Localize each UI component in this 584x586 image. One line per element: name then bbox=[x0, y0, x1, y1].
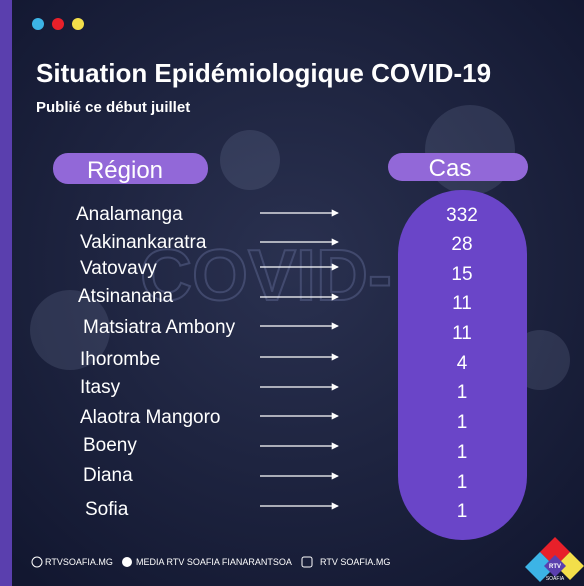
region-name: Alaotra Mangoro bbox=[80, 407, 220, 428]
region-name: Atsinanana bbox=[78, 286, 174, 307]
footer-link: RTV SOAFIA.MG bbox=[320, 557, 390, 567]
case-count: 11 bbox=[452, 293, 472, 314]
region-name: Matsiatra Ambony bbox=[83, 317, 236, 338]
logo-text: RTV bbox=[549, 564, 561, 570]
region-name: Ihorombe bbox=[80, 349, 160, 370]
case-count: 1 bbox=[457, 501, 468, 522]
header-pill bbox=[53, 153, 208, 184]
footer: RTVSOAFIA.MG MEDIA RTV SOAFIA FIANARANTS… bbox=[31, 556, 390, 568]
region-name: Boeny bbox=[83, 435, 137, 456]
dot-yellow bbox=[72, 18, 84, 30]
region-name: Itasy bbox=[80, 377, 121, 398]
dot-blue bbox=[32, 18, 44, 30]
header-pill bbox=[388, 153, 528, 181]
region-name: Vatovavy bbox=[80, 258, 157, 279]
web-icon bbox=[31, 556, 43, 568]
logo: RTV SOAFIA bbox=[525, 537, 584, 582]
region-name: Sofia bbox=[85, 499, 129, 520]
title: Situation Epidémiologique COVID-19 bbox=[36, 58, 491, 88]
column-header: Région bbox=[87, 157, 163, 184]
case-count: 332 bbox=[446, 205, 478, 226]
subtitle: Publié ce début juillet bbox=[36, 99, 190, 116]
column-header: Cas bbox=[429, 155, 472, 182]
side-stripe bbox=[0, 0, 12, 586]
case-count: 4 bbox=[457, 353, 468, 374]
region-name: Diana bbox=[83, 465, 133, 486]
case-count: 11 bbox=[452, 323, 472, 344]
watermark: COVID- bbox=[140, 236, 392, 316]
case-count: 1 bbox=[457, 472, 468, 493]
case-count: 15 bbox=[451, 264, 472, 285]
cases-column bbox=[398, 190, 527, 540]
footer-link: MEDIA RTV SOAFIA FIANARANTSOA bbox=[136, 557, 292, 567]
facebook-icon bbox=[122, 557, 132, 567]
region-name: Analamanga bbox=[76, 204, 183, 225]
instagram-icon bbox=[301, 556, 313, 568]
rows: Analamanga 332 Vakinankaratra 28 Vatovavy 15 A… bbox=[76, 204, 478, 522]
logo-text: SOAFIA bbox=[546, 576, 565, 582]
case-count: 1 bbox=[457, 382, 468, 403]
region-name: Vakinankaratra bbox=[80, 232, 207, 253]
case-count: 28 bbox=[451, 234, 472, 255]
footer-link: RTVSOAFIA.MG bbox=[45, 557, 113, 567]
case-count: 1 bbox=[457, 442, 468, 463]
dot-red bbox=[52, 18, 64, 30]
case-count: 1 bbox=[457, 412, 468, 433]
